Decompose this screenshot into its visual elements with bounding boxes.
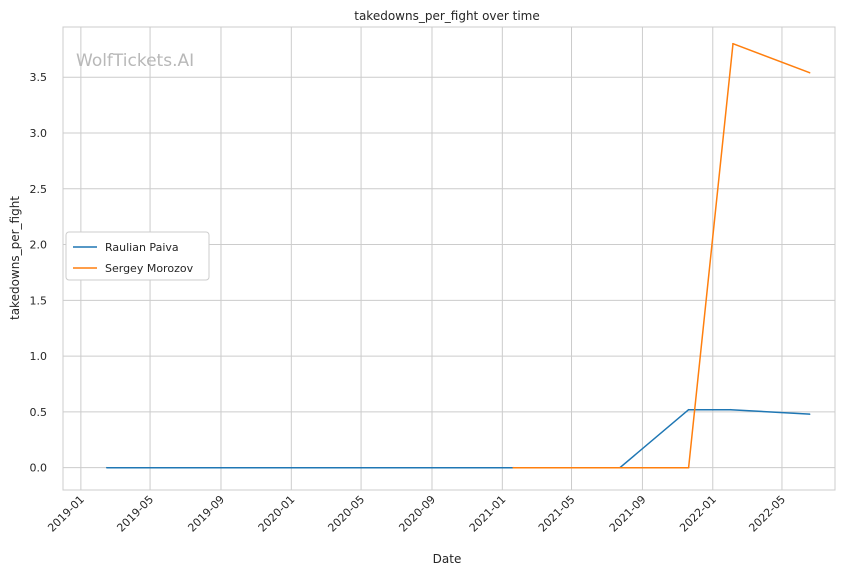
x-tick-label: 2019-05 — [114, 493, 156, 535]
data-point-sergey-morozov — [732, 42, 734, 45]
x-tick-label: 2019-01 — [45, 493, 87, 535]
y-tick-label: 1.5 — [30, 294, 48, 307]
x-tick-label: 2022-01 — [677, 493, 719, 535]
legend-box — [65, 231, 210, 281]
y-tick-labels: 0.0 0.5 1.0 1.5 2.0 2.5 3.0 3.5 — [30, 71, 48, 474]
watermark: WolfTickets.AI — [76, 51, 194, 71]
x-tick-labels: 2019-01 2019-05 2019-09 2020-01 2020-05 2020-… — [45, 493, 788, 535]
series-line-raulian-paiva — [106, 408, 810, 469]
x-tick-label: 2020-01 — [256, 493, 298, 535]
x-tick-label: 2021-05 — [536, 493, 578, 535]
x-tick-label: 2020-09 — [396, 493, 438, 535]
legend-label-raulian-paiva: Raulian Paiva — [105, 241, 179, 254]
x-axis-label: Date — [433, 552, 462, 566]
legend-label-sergey-morozov: Sergey Morozov — [105, 262, 194, 275]
data-point-raulian-paiva — [687, 408, 690, 411]
y-tick-label: 1.0 — [30, 350, 48, 363]
data-point-raulian-paiva — [808, 413, 811, 415]
x-tick-label: 2019-09 — [185, 493, 227, 535]
y-tick-label: 3.5 — [30, 71, 48, 84]
data-point-raulian-paiva — [106, 466, 108, 469]
data-point-sergey-morozov — [687, 466, 690, 469]
y-tick-label: 3.0 — [30, 127, 48, 140]
y-axis-label: takedowns_per_fight — [8, 196, 22, 320]
series-line-sergey-morozov — [513, 42, 810, 469]
x-tick-label: 2022-05 — [746, 493, 788, 535]
data-point-sergey-morozov — [808, 71, 811, 74]
series-lines — [106, 42, 811, 469]
y-tick-label: 0.0 — [30, 462, 48, 475]
x-tick-label: 2021-09 — [607, 493, 649, 535]
data-point-raulian-paiva — [729, 408, 732, 411]
chart-title: takedowns_per_fight over time — [354, 9, 540, 23]
x-tick-label: 2021-01 — [467, 493, 509, 535]
y-tick-label: 0.5 — [30, 406, 48, 419]
y-tick-label: 2.5 — [30, 183, 48, 196]
plot-area-frame — [62, 26, 836, 491]
x-tick-label: 2020-05 — [326, 493, 368, 535]
legend: Raulian Paiva Sergey Morozov — [65, 231, 210, 281]
y-tick-label: 2.0 — [30, 239, 48, 252]
data-point-sergey-morozov — [512, 466, 515, 469]
